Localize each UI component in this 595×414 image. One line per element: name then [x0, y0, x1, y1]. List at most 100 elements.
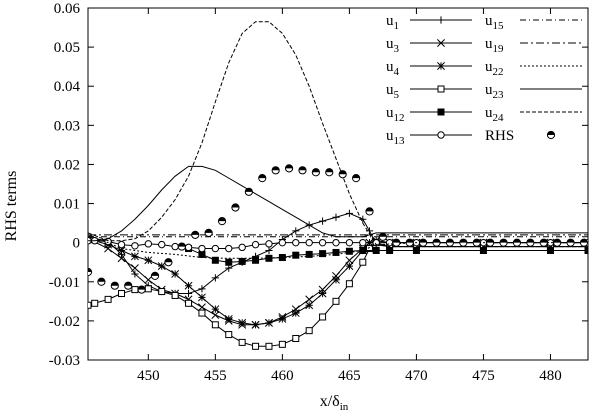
data-point [359, 238, 367, 247]
data-point [372, 238, 380, 247]
data-point [198, 250, 206, 258]
plot-area [88, 21, 588, 350]
data-point [292, 334, 300, 342]
y-tick-label: 0 [73, 236, 81, 252]
data-point [345, 262, 354, 271]
series-line [88, 240, 588, 250]
data-point [305, 238, 313, 247]
data-point [88, 267, 93, 277]
data-point [305, 327, 313, 335]
data-point [546, 130, 556, 140]
series-line [88, 234, 588, 259]
data-point [526, 238, 535, 247]
data-point [278, 314, 287, 323]
legend-entry-rhs: RHS [485, 128, 556, 144]
data-point [238, 243, 246, 252]
data-point [164, 258, 173, 267]
data-point [278, 238, 287, 247]
data-point [459, 238, 468, 247]
data-point [211, 305, 220, 314]
data-point [265, 246, 273, 255]
data-point [318, 217, 327, 225]
x-tick-label: 470 [405, 368, 428, 384]
x-tick-label: 480 [539, 368, 562, 384]
data-point [211, 311, 220, 319]
data-point [332, 238, 340, 247]
data-point [144, 275, 153, 284]
data-point [305, 301, 314, 310]
data-point [211, 321, 219, 329]
data-point [184, 243, 193, 252]
data-point [225, 331, 233, 339]
data-point [251, 240, 260, 249]
data-point [117, 246, 126, 255]
y-tick-label: 0.04 [54, 79, 81, 95]
data-point [284, 164, 294, 173]
data-point [437, 131, 445, 139]
data-point [131, 286, 139, 294]
y-tick-label: 0.05 [54, 40, 80, 56]
data-point [97, 277, 106, 286]
data-point [265, 318, 273, 327]
data-point [258, 174, 267, 183]
data-point [512, 238, 522, 247]
data-point [252, 256, 260, 264]
data-point [318, 238, 327, 247]
legend-label: RHS [485, 128, 514, 144]
data-point [130, 252, 139, 261]
data-point [359, 215, 367, 223]
data-point [332, 271, 340, 280]
data-point [405, 238, 414, 247]
data-point [204, 228, 213, 237]
data-point [412, 246, 420, 254]
legend-entry-u12: u12 [386, 105, 472, 124]
data-point [566, 238, 575, 247]
data-point [211, 274, 219, 282]
x-tick-label: 465 [338, 368, 361, 384]
y-tick-label: 0.02 [54, 157, 80, 173]
data-point [137, 285, 146, 294]
series-rhs [88, 164, 588, 294]
data-point [265, 342, 273, 350]
data-point [318, 289, 327, 298]
data-point [144, 256, 153, 265]
series-line [88, 238, 588, 326]
data-point [584, 246, 588, 254]
data-point [144, 240, 153, 248]
x-tick-label: 475 [472, 368, 495, 384]
data-point [298, 166, 307, 175]
data-point [184, 281, 193, 290]
data-point [332, 248, 340, 256]
y-tick-label: -0.02 [49, 314, 80, 330]
data-point [319, 250, 327, 258]
data-point [252, 342, 260, 350]
data-point [305, 250, 313, 258]
data-point [265, 240, 273, 248]
y-tick-label: -0.03 [49, 353, 80, 369]
data-point [150, 271, 160, 281]
data-point [437, 85, 445, 93]
data-point [171, 270, 180, 278]
data-point [472, 238, 481, 247]
data-point [117, 240, 126, 249]
data-point [292, 238, 300, 247]
data-point [345, 247, 353, 255]
data-point [171, 242, 179, 251]
data-point [437, 39, 445, 47]
data-point [319, 313, 327, 321]
data-point [345, 209, 353, 217]
data-point [225, 258, 233, 266]
data-point [345, 280, 353, 288]
data-point [546, 246, 554, 254]
data-point [432, 238, 441, 247]
data-point [305, 295, 314, 304]
data-point [539, 238, 548, 247]
data-point [378, 232, 388, 241]
data-point [386, 246, 394, 254]
data-point [197, 293, 206, 302]
data-point [198, 309, 206, 317]
data-point [238, 338, 246, 346]
x-tick-label: 455 [204, 368, 227, 384]
data-point [131, 270, 139, 278]
